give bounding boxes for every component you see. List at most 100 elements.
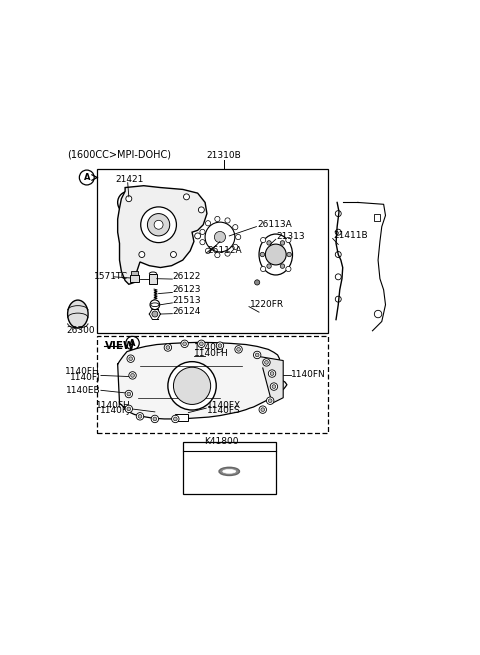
Text: 1140FX: 1140FX: [207, 401, 241, 409]
Circle shape: [200, 342, 203, 346]
Text: 21421: 21421: [116, 175, 144, 184]
Circle shape: [147, 214, 170, 236]
Circle shape: [164, 344, 172, 351]
Circle shape: [261, 238, 266, 242]
Text: A: A: [129, 339, 136, 348]
Circle shape: [138, 415, 142, 418]
Circle shape: [255, 353, 259, 357]
Text: 1140FH: 1140FH: [65, 367, 100, 376]
Text: VIEW: VIEW: [105, 341, 135, 351]
Circle shape: [261, 267, 266, 272]
Bar: [149, 274, 156, 284]
Text: 26122: 26122: [173, 272, 201, 281]
Circle shape: [200, 229, 205, 234]
Circle shape: [205, 222, 235, 252]
Circle shape: [127, 355, 134, 362]
Circle shape: [170, 252, 177, 257]
Circle shape: [225, 251, 230, 256]
Circle shape: [126, 196, 132, 202]
Circle shape: [205, 221, 211, 226]
Circle shape: [152, 311, 158, 317]
Text: 1140FH: 1140FH: [194, 348, 228, 358]
Text: 26113A: 26113A: [257, 219, 292, 229]
Circle shape: [153, 417, 157, 421]
Polygon shape: [261, 357, 283, 403]
Text: K41800: K41800: [204, 437, 239, 446]
Circle shape: [122, 196, 135, 209]
Polygon shape: [118, 186, 207, 284]
Circle shape: [260, 252, 264, 257]
Circle shape: [237, 348, 240, 351]
Circle shape: [127, 392, 131, 396]
Circle shape: [79, 170, 94, 185]
Circle shape: [286, 267, 291, 272]
Bar: [374, 214, 380, 221]
Text: 26123: 26123: [173, 286, 201, 294]
Circle shape: [268, 399, 272, 403]
Circle shape: [195, 233, 201, 239]
Text: 26300: 26300: [67, 326, 96, 335]
Circle shape: [129, 371, 136, 379]
Circle shape: [233, 244, 238, 250]
Circle shape: [335, 229, 341, 235]
Circle shape: [129, 357, 132, 360]
Circle shape: [205, 248, 211, 253]
Text: 21513: 21513: [173, 296, 201, 305]
Circle shape: [215, 216, 220, 221]
Ellipse shape: [68, 300, 88, 328]
Circle shape: [264, 360, 268, 364]
Circle shape: [141, 207, 177, 242]
Text: A: A: [84, 173, 90, 182]
Circle shape: [127, 407, 131, 411]
Ellipse shape: [223, 470, 236, 474]
Circle shape: [270, 371, 274, 375]
Text: 1140FJ: 1140FJ: [194, 343, 225, 352]
Circle shape: [168, 362, 216, 410]
Circle shape: [267, 240, 271, 245]
Ellipse shape: [259, 234, 292, 275]
Circle shape: [254, 280, 260, 285]
Circle shape: [235, 346, 242, 353]
Text: (1600CC>MPI-DOHC): (1600CC>MPI-DOHC): [67, 149, 171, 160]
Circle shape: [267, 264, 271, 269]
Circle shape: [270, 383, 277, 390]
Circle shape: [268, 370, 276, 377]
Text: 1140FH: 1140FH: [96, 401, 131, 409]
Text: 1140FJ: 1140FJ: [100, 406, 131, 415]
Circle shape: [183, 194, 190, 200]
Circle shape: [335, 252, 341, 257]
Text: 21310B: 21310B: [206, 151, 241, 160]
Text: 21411B: 21411B: [334, 231, 368, 240]
Ellipse shape: [219, 467, 240, 476]
Bar: [97, 169, 328, 333]
Text: 1140FN: 1140FN: [291, 370, 326, 379]
Circle shape: [125, 405, 132, 413]
Bar: [175, 414, 188, 421]
Circle shape: [216, 342, 224, 349]
Circle shape: [154, 220, 163, 229]
Circle shape: [218, 344, 222, 348]
Circle shape: [225, 218, 230, 223]
Text: 1220FR: 1220FR: [250, 300, 284, 309]
Circle shape: [233, 225, 238, 230]
Circle shape: [198, 340, 205, 348]
Circle shape: [272, 384, 276, 388]
Text: 21313: 21313: [276, 232, 305, 241]
Circle shape: [236, 234, 241, 240]
Circle shape: [215, 231, 226, 242]
Circle shape: [335, 296, 341, 302]
Circle shape: [261, 408, 264, 411]
Text: 26124: 26124: [173, 307, 201, 316]
Circle shape: [198, 207, 204, 213]
Circle shape: [126, 337, 139, 350]
Circle shape: [131, 373, 134, 377]
Bar: [130, 275, 139, 282]
Circle shape: [150, 300, 160, 310]
Circle shape: [263, 359, 270, 366]
Text: 1571TC: 1571TC: [94, 272, 128, 282]
Circle shape: [166, 346, 170, 349]
Circle shape: [139, 252, 145, 257]
Circle shape: [200, 240, 205, 245]
Bar: [97, 337, 328, 433]
Circle shape: [173, 367, 211, 404]
